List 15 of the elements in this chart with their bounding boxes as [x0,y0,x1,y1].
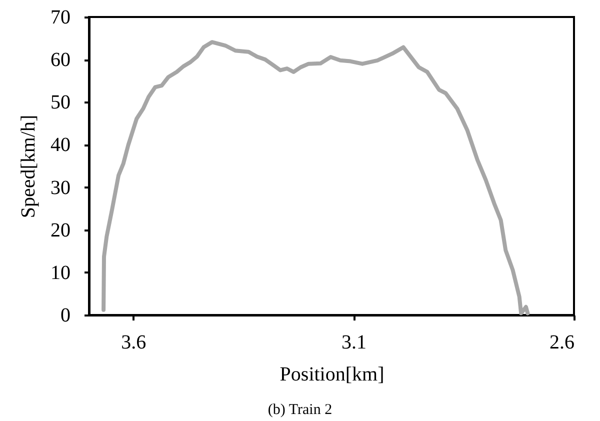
y-tick-label: 30 [50,176,70,199]
text: (b) Train 2 [268,402,332,418]
y-tick-label: 20 [50,219,70,242]
y-tick-label: 40 [50,134,70,156]
y-tick-label: 60 [50,49,70,72]
line-series [102,40,530,316]
x-tick-label: 3.1 [342,332,367,354]
x-tick-label: 3.6 [121,332,146,354]
x-axis-title: Position[km] [280,364,384,386]
x-tick-label: 2.6 [550,332,574,354]
y-tick-label: 50 [50,92,70,114]
y-tick-label: 10 [50,262,70,284]
y-tick-label: 70 [50,6,70,28]
y-axis-title: Speed[km/h] [18,114,40,218]
y-tick-label: 0 [60,304,70,326]
